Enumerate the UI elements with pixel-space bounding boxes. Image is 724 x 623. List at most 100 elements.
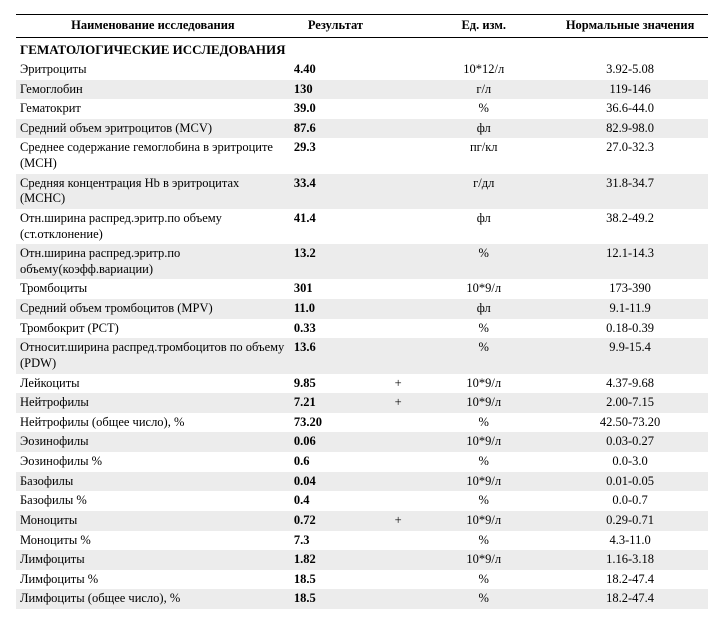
test-unit: г/дл: [415, 174, 552, 209]
test-flag: [381, 80, 415, 100]
test-result: 29.3: [290, 138, 381, 173]
test-range: 3.92-5.08: [552, 60, 708, 80]
test-name: Эритроциты: [16, 60, 290, 80]
test-name: Отн.ширина распред.эритр.по объему(коэфф…: [16, 244, 290, 279]
header-name: Наименование исследования: [16, 15, 290, 38]
test-result: 0.4: [290, 491, 381, 511]
table-row: Эритроциты4.40 10*12/л3.92-5.08: [16, 60, 708, 80]
test-flag: [381, 60, 415, 80]
test-flag: [381, 279, 415, 299]
test-range: 18.2-47.4: [552, 570, 708, 590]
table-row: Базофилы %0.4%0.0-0.7: [16, 491, 708, 511]
test-unit: 10*9/л: [415, 279, 552, 299]
test-unit: 10*12/л: [415, 60, 552, 80]
table-row: Эозинофилы0.06 10*9/л0.03-0.27: [16, 432, 708, 452]
test-unit: %: [415, 531, 552, 551]
test-range: 0.0-0.7: [552, 491, 708, 511]
test-range: 31.8-34.7: [552, 174, 708, 209]
header-flag: [381, 15, 415, 38]
test-name: Лейкоциты: [16, 374, 290, 394]
test-result: 11.0: [290, 299, 381, 319]
test-flag: [381, 299, 415, 319]
table-row: Тромбокрит (PCT)0.33%0.18-0.39: [16, 319, 708, 339]
test-range: 0.01-0.05: [552, 472, 708, 492]
test-name: Базофилы %: [16, 491, 290, 511]
test-unit: %: [415, 99, 552, 119]
test-flag: [381, 432, 415, 452]
table-row: Относит.ширина распред.тромбоцитов по об…: [16, 338, 708, 373]
test-unit: %: [415, 244, 552, 279]
test-result: 0.06: [290, 432, 381, 452]
test-name: Средний объем эритроцитов (MCV): [16, 119, 290, 139]
test-range: 18.2-47.4: [552, 589, 708, 609]
test-flag: [381, 119, 415, 139]
test-unit: %: [415, 491, 552, 511]
table-row: Моноциты %7.3%4.3-11.0: [16, 531, 708, 551]
test-unit: 10*9/л: [415, 432, 552, 452]
table-row: Гематокрит39.0%36.6-44.0: [16, 99, 708, 119]
test-result: 41.4: [290, 209, 381, 244]
test-name: Гемоглобин: [16, 80, 290, 100]
section-title-row: ГЕМАТОЛОГИЧЕСКИЕ ИССЛЕДОВАНИЯ: [16, 37, 708, 60]
table-row: Тромбоциты30110*9/л173-390: [16, 279, 708, 299]
test-range: 36.6-44.0: [552, 99, 708, 119]
test-name: Тромбоциты: [16, 279, 290, 299]
test-range: 4.3-11.0: [552, 531, 708, 551]
test-unit: 10*9/л: [415, 374, 552, 394]
test-flag: [381, 550, 415, 570]
table-row: Нейтрофилы (общее число), %73.20%42.50-7…: [16, 413, 708, 433]
table-row: Среднее содержание гемоглобина в эритроц…: [16, 138, 708, 173]
table-row: Гемоглобин130 г/л119-146: [16, 80, 708, 100]
section-title: ГЕМАТОЛОГИЧЕСКИЕ ИССЛЕДОВАНИЯ: [16, 37, 708, 60]
table-row: Средний объем тромбоцитов (MPV)11.0фл9.1…: [16, 299, 708, 319]
test-name: Средний объем тромбоцитов (MPV): [16, 299, 290, 319]
test-result: 18.5: [290, 589, 381, 609]
test-flag: [381, 209, 415, 244]
table-row: Средняя концентрация Hb в эритроцитах (M…: [16, 174, 708, 209]
test-range: 12.1-14.3: [552, 244, 708, 279]
test-unit: фл: [415, 299, 552, 319]
table-row: Лимфоциты (общее число), %18.5%18.2-47.4: [16, 589, 708, 609]
test-unit: фл: [415, 209, 552, 244]
test-unit: г/л: [415, 80, 552, 100]
test-result: 87.6: [290, 119, 381, 139]
test-result: 9.85: [290, 374, 381, 394]
test-result: 13.2: [290, 244, 381, 279]
test-unit: фл: [415, 119, 552, 139]
table-row: Лимфоциты %18.5%18.2-47.4: [16, 570, 708, 590]
table-row: Отн.ширина распред.эритр.по объему (ст.о…: [16, 209, 708, 244]
lab-results-table: Наименование исследования Результат Ед. …: [16, 14, 708, 609]
test-range: 82.9-98.0: [552, 119, 708, 139]
test-result: 130: [290, 80, 381, 100]
test-flag: [381, 319, 415, 339]
table-row: Лимфоциты1.8210*9/л1.16-3.18: [16, 550, 708, 570]
table-header: Наименование исследования Результат Ед. …: [16, 15, 708, 38]
table-row: Базофилы0.0410*9/л0.01-0.05: [16, 472, 708, 492]
test-name: Лимфоциты (общее число), %: [16, 589, 290, 609]
test-name: Отн.ширина распред.эритр.по объему (ст.о…: [16, 209, 290, 244]
test-unit: %: [415, 570, 552, 590]
table-row: Лейкоциты9.85+10*9/л4.37-9.68: [16, 374, 708, 394]
test-name: Эозинофилы: [16, 432, 290, 452]
test-unit: пг/кл: [415, 138, 552, 173]
test-flag: [381, 452, 415, 472]
test-unit: 10*9/л: [415, 393, 552, 413]
test-range: 0.03-0.27: [552, 432, 708, 452]
test-result: 0.33: [290, 319, 381, 339]
header-unit: Ед. изм.: [415, 15, 552, 38]
test-result: 301: [290, 279, 381, 299]
test-result: 4.40: [290, 60, 381, 80]
test-range: 119-146: [552, 80, 708, 100]
test-range: 2.00-7.15: [552, 393, 708, 413]
test-name: Относит.ширина распред.тромбоцитов по об…: [16, 338, 290, 373]
test-flag: [381, 472, 415, 492]
test-result: 13.6: [290, 338, 381, 373]
test-result: 39.0: [290, 99, 381, 119]
test-result: 0.04: [290, 472, 381, 492]
table-row: Моноциты0.72+10*9/л0.29-0.71: [16, 511, 708, 531]
test-unit: 10*9/л: [415, 550, 552, 570]
test-unit: %: [415, 319, 552, 339]
test-result: 73.20: [290, 413, 381, 433]
header-range: Нормальные значения: [552, 15, 708, 38]
test-range: 4.37-9.68: [552, 374, 708, 394]
